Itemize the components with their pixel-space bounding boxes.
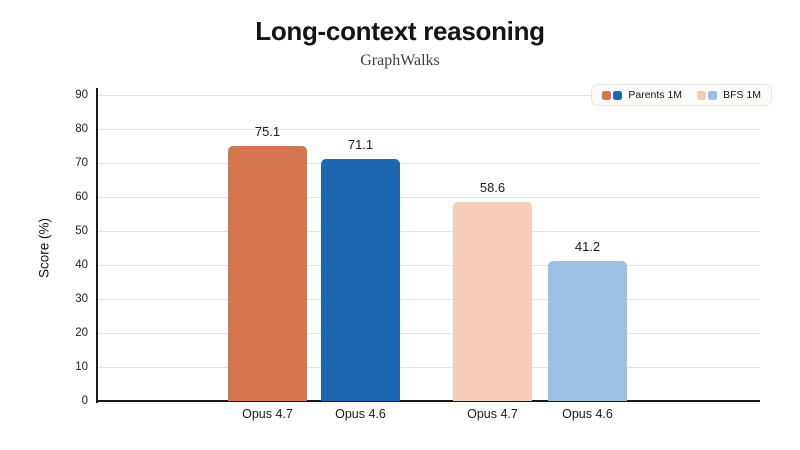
legend-label: BFS 1M: [723, 89, 761, 101]
bar-value-label: 41.2: [574, 238, 601, 254]
gridline: [98, 163, 760, 164]
chart-subtitle: GraphWalks: [360, 52, 440, 69]
y-tick-label: 80: [75, 123, 88, 135]
legend-swatches: [602, 90, 623, 100]
legend-label: Parents 1M: [628, 89, 683, 101]
legend-item: BFS 1M: [697, 89, 761, 101]
bar-value-label: 71.1: [347, 137, 374, 153]
y-tick-label: 0: [81, 395, 88, 407]
y-tick-label: 10: [75, 361, 88, 373]
gridline: [98, 265, 760, 266]
gridline: [98, 299, 760, 300]
legend-swatch: [708, 90, 718, 100]
x-axis-line: [96, 400, 760, 402]
bar-value-label: 58.6: [479, 179, 506, 195]
legend-swatch: [613, 90, 623, 100]
y-tick-label: 20: [75, 327, 88, 339]
y-tick-label: 40: [75, 259, 88, 271]
gridline: [98, 333, 760, 334]
y-tick-label: 50: [75, 225, 88, 237]
legend-swatches: [697, 90, 718, 100]
y-axis-title: Score (%): [36, 217, 52, 279]
y-tick-label: 70: [75, 157, 88, 169]
bar-value-label: 75.1: [254, 123, 281, 139]
x-axis-label: Opus 4.6: [335, 407, 386, 421]
x-axis-label: Opus 4.7: [242, 407, 293, 421]
x-axis-label: Opus 4.7: [467, 407, 518, 421]
plot-area: 0 10 20 30 40 50 60 70 80 90 75.1 Opus 4.7 71.1 Opus …: [75, 88, 760, 421]
gridline: [98, 95, 760, 96]
legend-swatch: [602, 90, 612, 100]
gridline: [98, 129, 760, 130]
legend-swatch: [697, 90, 707, 100]
x-axis-label: Opus 4.6: [562, 407, 613, 421]
legend: Parents 1M BFS 1M: [591, 84, 772, 106]
bar: [548, 260, 627, 401]
y-axis-line: [96, 88, 98, 403]
y-tick-label: 60: [75, 191, 88, 203]
bar: [321, 159, 400, 401]
y-tick-label: 30: [75, 293, 88, 305]
chart-title: Long-context reasoning: [255, 16, 545, 46]
legend-item: Parents 1M: [602, 89, 682, 101]
bar: [228, 145, 307, 401]
gridline: [98, 367, 760, 368]
gridline: [98, 197, 760, 198]
y-tick-label: 90: [75, 89, 88, 101]
gridline: [98, 231, 760, 232]
bar: [453, 201, 532, 401]
